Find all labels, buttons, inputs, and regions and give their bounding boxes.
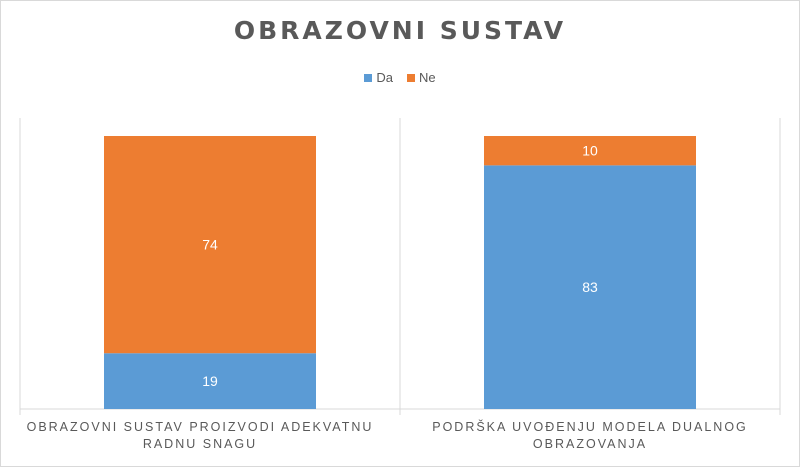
category-label-2: PODRŠKA UVOĐENJU MODELA DUALNOG OBRAZOVA… [432, 420, 748, 451]
data-label-ne-1: 74 [202, 237, 218, 253]
legend-item-da: Da [364, 70, 393, 85]
legend-swatch-da [364, 73, 373, 82]
legend-item-ne: Ne [407, 70, 436, 85]
category-label-1: OBRAZOVNI SUSTAV PROIZVODI ADEKVATNU RAD… [26, 420, 374, 451]
bar-da-2 [484, 165, 696, 409]
data-label-da-1: 19 [202, 373, 218, 389]
bar-da-1 [104, 353, 316, 409]
legend: Da Ne [0, 70, 800, 85]
bar-ne-1 [104, 136, 316, 354]
data-label-ne-2: 10 [582, 143, 598, 159]
legend-swatch-ne [407, 73, 415, 82]
legend-label-da: Da [376, 70, 393, 85]
chart-title: OBRAZOVNI SUSTAV [233, 16, 567, 45]
bar-ne-2 [484, 136, 696, 166]
data-label-da-2: 83 [582, 279, 598, 295]
legend-label-ne: Ne [419, 70, 436, 85]
